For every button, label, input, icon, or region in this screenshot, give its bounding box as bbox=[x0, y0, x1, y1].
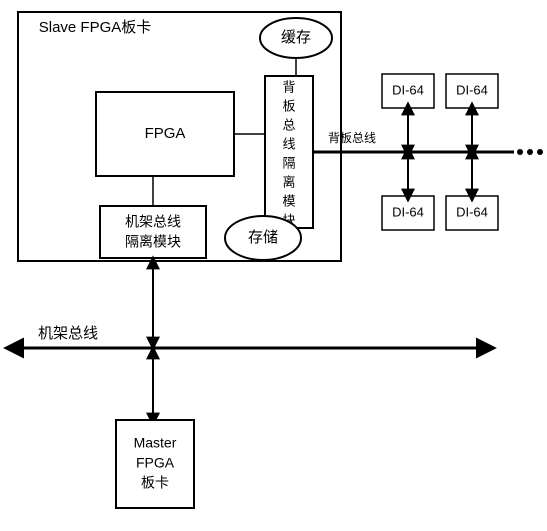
master-l1: Master bbox=[134, 435, 177, 451]
bp-iso-l3: 总 bbox=[282, 117, 295, 132]
bus-dot bbox=[527, 149, 533, 155]
bp-iso-l2: 板 bbox=[282, 98, 295, 113]
di-bl-label: DI-64 bbox=[392, 204, 424, 219]
storage-label: 存储 bbox=[248, 229, 278, 246]
di-br-label: DI-64 bbox=[456, 204, 488, 219]
fpga-label: FPGA bbox=[145, 125, 186, 142]
rack-bus-label: 机架总线 bbox=[38, 325, 98, 342]
bus-dot bbox=[517, 149, 523, 155]
bp-iso-l4: 线 bbox=[282, 136, 295, 151]
backplane-bus-label: 背板总线 bbox=[328, 131, 376, 145]
rack-iso-l2: 隔离模块 bbox=[125, 234, 181, 250]
di-tl-label: DI-64 bbox=[392, 82, 424, 97]
slave-board-title: Slave FPGA板卡 bbox=[39, 18, 152, 36]
bp-iso-l6: 离 bbox=[282, 174, 295, 189]
master-l2: FPGA bbox=[136, 455, 175, 471]
bus-dot bbox=[537, 149, 543, 155]
master-l3: 板卡 bbox=[141, 475, 169, 491]
bp-iso-l1: 背 bbox=[282, 79, 295, 94]
rack-iso-l1: 机架总线 bbox=[125, 214, 181, 230]
di-tr-label: DI-64 bbox=[456, 82, 488, 97]
cache-label: 缓存 bbox=[281, 29, 311, 46]
bp-iso-l5: 隔 bbox=[282, 155, 295, 170]
bp-iso-l7: 模 bbox=[282, 193, 295, 208]
